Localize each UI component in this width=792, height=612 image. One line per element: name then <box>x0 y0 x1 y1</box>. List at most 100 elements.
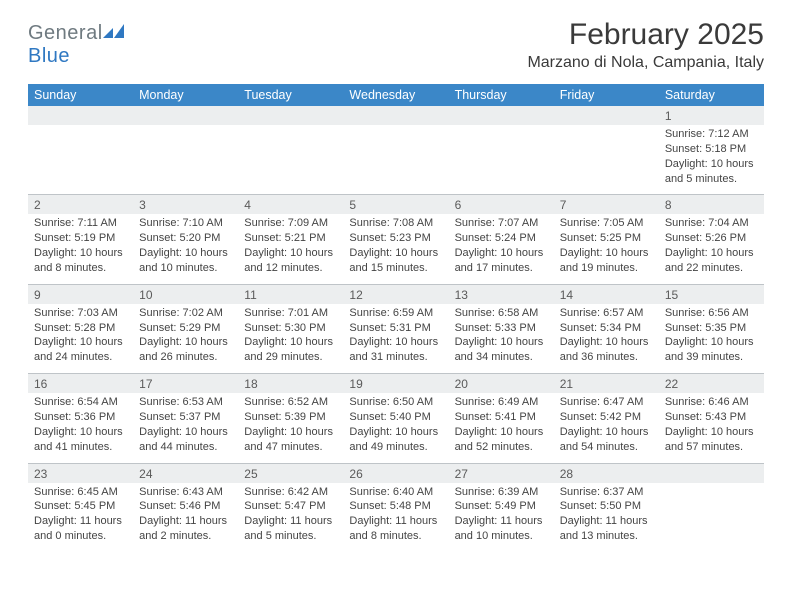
title-block: February 2025 Marzano di Nola, Campania,… <box>527 18 764 72</box>
sunset-text: Sunset: 5:43 PM <box>665 410 758 425</box>
sunrise-text: Sunrise: 6:58 AM <box>455 306 548 321</box>
sunset-text: Sunset: 5:31 PM <box>349 321 442 336</box>
date-number: 23 <box>28 464 133 483</box>
day-header-cell: Monday <box>133 84 238 106</box>
date-number: 28 <box>554 464 659 483</box>
day-header-cell: Friday <box>554 84 659 106</box>
date-number: 7 <box>554 195 659 214</box>
date-number <box>449 106 554 125</box>
daylight-text: Daylight: 10 hours and 24 minutes. <box>34 335 127 365</box>
day-header-cell: Tuesday <box>238 84 343 106</box>
sunset-text: Sunset: 5:50 PM <box>560 499 653 514</box>
day-details: Sunrise: 6:47 AMSunset: 5:42 PMDaylight:… <box>554 393 659 462</box>
sunset-text: Sunset: 5:40 PM <box>349 410 442 425</box>
sunrise-text: Sunrise: 7:01 AM <box>244 306 337 321</box>
daylight-text: Daylight: 11 hours and 13 minutes. <box>560 514 653 544</box>
date-number: 17 <box>133 374 238 393</box>
day-details: Sunrise: 6:37 AMSunset: 5:50 PMDaylight:… <box>554 483 659 552</box>
day-details: Sunrise: 6:45 AMSunset: 5:45 PMDaylight:… <box>28 483 133 552</box>
sunset-text: Sunset: 5:24 PM <box>455 231 548 246</box>
sunrise-text: Sunrise: 6:56 AM <box>665 306 758 321</box>
sunset-text: Sunset: 5:37 PM <box>139 410 232 425</box>
sunrise-text: Sunrise: 7:04 AM <box>665 216 758 231</box>
logo-mark-icon <box>103 24 125 40</box>
daylight-text: Daylight: 10 hours and 57 minutes. <box>665 425 758 455</box>
date-row: 16171819202122 <box>28 373 764 393</box>
day-details <box>554 125 659 194</box>
day-details: Sunrise: 6:40 AMSunset: 5:48 PMDaylight:… <box>343 483 448 552</box>
daylight-text: Daylight: 10 hours and 22 minutes. <box>665 246 758 276</box>
date-number: 16 <box>28 374 133 393</box>
daylight-text: Daylight: 10 hours and 36 minutes. <box>560 335 653 365</box>
sunrise-text: Sunrise: 7:09 AM <box>244 216 337 231</box>
date-number: 21 <box>554 374 659 393</box>
date-number: 13 <box>449 285 554 304</box>
sunset-text: Sunset: 5:39 PM <box>244 410 337 425</box>
date-number: 2 <box>28 195 133 214</box>
calendar-body: 1Sunrise: 7:12 AMSunset: 5:18 PMDaylight… <box>28 106 764 552</box>
daylight-text: Daylight: 10 hours and 31 minutes. <box>349 335 442 365</box>
date-number: 9 <box>28 285 133 304</box>
sunrise-text: Sunrise: 7:08 AM <box>349 216 442 231</box>
daylight-text: Daylight: 10 hours and 39 minutes. <box>665 335 758 365</box>
sunset-text: Sunset: 5:48 PM <box>349 499 442 514</box>
daylight-text: Daylight: 10 hours and 52 minutes. <box>455 425 548 455</box>
day-details <box>343 125 448 194</box>
day-details <box>133 125 238 194</box>
date-number <box>238 106 343 125</box>
day-details: Sunrise: 6:43 AMSunset: 5:46 PMDaylight:… <box>133 483 238 552</box>
sunset-text: Sunset: 5:34 PM <box>560 321 653 336</box>
day-details: Sunrise: 7:09 AMSunset: 5:21 PMDaylight:… <box>238 214 343 283</box>
day-details: Sunrise: 7:11 AMSunset: 5:19 PMDaylight:… <box>28 214 133 283</box>
day-details <box>659 483 764 552</box>
date-number <box>28 106 133 125</box>
sunset-text: Sunset: 5:46 PM <box>139 499 232 514</box>
sunset-text: Sunset: 5:45 PM <box>34 499 127 514</box>
sunset-text: Sunset: 5:21 PM <box>244 231 337 246</box>
daylight-text: Daylight: 10 hours and 49 minutes. <box>349 425 442 455</box>
day-details <box>238 125 343 194</box>
sunset-text: Sunset: 5:19 PM <box>34 231 127 246</box>
sunset-text: Sunset: 5:25 PM <box>560 231 653 246</box>
day-details: Sunrise: 7:10 AMSunset: 5:20 PMDaylight:… <box>133 214 238 283</box>
daylight-text: Daylight: 11 hours and 0 minutes. <box>34 514 127 544</box>
date-number <box>343 106 448 125</box>
date-number: 18 <box>238 374 343 393</box>
date-row: 1 <box>28 106 764 125</box>
day-details: Sunrise: 6:42 AMSunset: 5:47 PMDaylight:… <box>238 483 343 552</box>
sunrise-text: Sunrise: 6:45 AM <box>34 485 127 500</box>
sunset-text: Sunset: 5:47 PM <box>244 499 337 514</box>
sunset-text: Sunset: 5:35 PM <box>665 321 758 336</box>
day-details: Sunrise: 6:50 AMSunset: 5:40 PMDaylight:… <box>343 393 448 462</box>
date-number: 24 <box>133 464 238 483</box>
day-details: Sunrise: 6:56 AMSunset: 5:35 PMDaylight:… <box>659 304 764 373</box>
date-number: 4 <box>238 195 343 214</box>
daylight-text: Daylight: 10 hours and 12 minutes. <box>244 246 337 276</box>
date-number: 6 <box>449 195 554 214</box>
date-number: 12 <box>343 285 448 304</box>
sunrise-text: Sunrise: 7:12 AM <box>665 127 758 142</box>
sunrise-text: Sunrise: 6:59 AM <box>349 306 442 321</box>
daylight-text: Daylight: 10 hours and 34 minutes. <box>455 335 548 365</box>
sunrise-text: Sunrise: 6:37 AM <box>560 485 653 500</box>
date-number: 5 <box>343 195 448 214</box>
detail-row: Sunrise: 6:45 AMSunset: 5:45 PMDaylight:… <box>28 483 764 552</box>
daylight-text: Daylight: 10 hours and 41 minutes. <box>34 425 127 455</box>
day-details <box>449 125 554 194</box>
sunset-text: Sunset: 5:28 PM <box>34 321 127 336</box>
sunrise-text: Sunrise: 6:47 AM <box>560 395 653 410</box>
day-details: Sunrise: 7:01 AMSunset: 5:30 PMDaylight:… <box>238 304 343 373</box>
date-number: 3 <box>133 195 238 214</box>
date-number: 11 <box>238 285 343 304</box>
daylight-text: Daylight: 10 hours and 47 minutes. <box>244 425 337 455</box>
daylight-text: Daylight: 11 hours and 8 minutes. <box>349 514 442 544</box>
daylight-text: Daylight: 10 hours and 54 minutes. <box>560 425 653 455</box>
date-number: 14 <box>554 285 659 304</box>
day-details: Sunrise: 6:52 AMSunset: 5:39 PMDaylight:… <box>238 393 343 462</box>
sunrise-text: Sunrise: 6:40 AM <box>349 485 442 500</box>
logo-part-2: Blue <box>28 45 70 67</box>
day-details: Sunrise: 6:46 AMSunset: 5:43 PMDaylight:… <box>659 393 764 462</box>
sunrise-text: Sunrise: 7:07 AM <box>455 216 548 231</box>
daylight-text: Daylight: 11 hours and 5 minutes. <box>244 514 337 544</box>
sunset-text: Sunset: 5:33 PM <box>455 321 548 336</box>
